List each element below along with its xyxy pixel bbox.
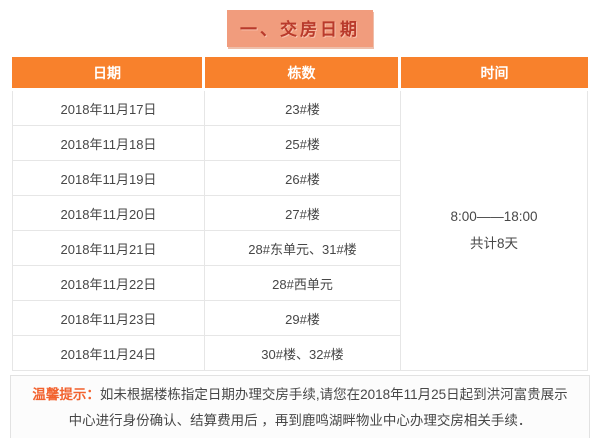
- table-row: 2018年11月24日 30#楼、32#楼: [12, 336, 588, 371]
- buildings-cell: 30#楼、32#楼: [205, 336, 401, 371]
- date-cell: 2018年11月20日: [12, 196, 205, 231]
- date-cell: 2018年11月23日: [12, 301, 205, 336]
- title-bar: 一、交房日期: [0, 0, 600, 47]
- buildings-cell: 28#西单元: [205, 266, 401, 301]
- column-header-buildings: 栋数: [205, 57, 401, 91]
- date-cell: 2018年11月19日: [12, 161, 205, 196]
- time-cell: 8:00——18:00 共计8天: [401, 91, 588, 371]
- buildings-cell: 29#楼: [205, 301, 401, 336]
- time-duration-text: 共计8天: [469, 236, 518, 251]
- buildings-cell: 28#东单元、31#楼: [205, 231, 401, 266]
- table-row: 2018年11月19日 26#楼: [12, 161, 588, 196]
- buildings-cell: 26#楼: [205, 161, 401, 196]
- date-cell: 2018年11月17日: [12, 91, 205, 126]
- date-cell: 2018年11月21日: [12, 231, 205, 266]
- buildings-cell: 25#楼: [205, 126, 401, 161]
- table-row: 2018年11月17日 23#楼 8:00——18:00 共计8天: [12, 91, 588, 371]
- date-cell: 2018年11月24日: [12, 336, 205, 371]
- date-cell: 2018年11月18日: [12, 126, 205, 161]
- buildings-cell: 27#楼: [205, 196, 401, 231]
- column-header-time: 时间: [401, 57, 588, 91]
- handover-schedule-table: 日期 栋数 时间 2018年11月17日 23#楼 8:00——18:00 共计…: [12, 57, 588, 371]
- page-title: 一、交房日期: [227, 10, 373, 47]
- date-cell: 2018年11月22日: [12, 266, 205, 301]
- note-label: 温馨提示：: [32, 387, 100, 402]
- table-row: 2018年11月21日 28#东单元、31#楼: [12, 231, 588, 266]
- table-row: 2018年11月18日 25#楼: [12, 126, 588, 161]
- note-text: 如未根据楼栋指定日期办理交房手续,请您在2018年11月25日起到洪河富贵展示中…: [68, 387, 568, 428]
- table-row: 2018年11月20日 27#楼: [12, 196, 588, 231]
- table-row: 2018年11月22日 28#西单元: [12, 266, 588, 301]
- table-row: 2018年11月23日 29#楼: [12, 301, 588, 336]
- buildings-cell: 23#楼: [205, 91, 401, 126]
- column-header-date: 日期: [12, 57, 205, 91]
- table-header-row: 日期 栋数 时间: [12, 57, 588, 91]
- note-box: 温馨提示：如未根据楼栋指定日期办理交房手续,请您在2018年11月25日起到洪河…: [10, 375, 590, 438]
- time-range-text: 8:00——18:00: [450, 209, 538, 224]
